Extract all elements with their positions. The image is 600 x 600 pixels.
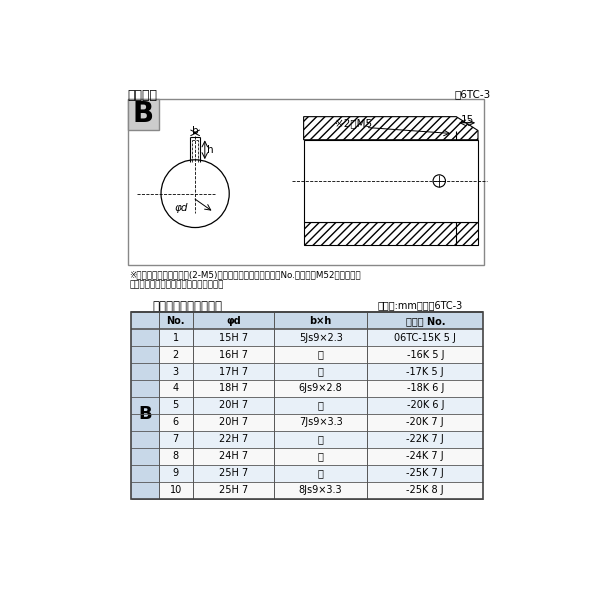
Text: 4: 4 xyxy=(173,383,179,394)
Text: b×h: b×h xyxy=(310,316,332,326)
Bar xyxy=(128,99,158,130)
Text: -22K 7 J: -22K 7 J xyxy=(406,434,444,444)
Text: B: B xyxy=(133,100,154,128)
Bar xyxy=(131,312,484,499)
Text: 7: 7 xyxy=(173,434,179,444)
Text: （単位:mm）　表6TC-3: （単位:mm） 表6TC-3 xyxy=(377,300,463,310)
Text: 〃: 〃 xyxy=(318,367,323,377)
Bar xyxy=(158,329,484,346)
Text: -24K 7 J: -24K 7 J xyxy=(406,451,444,461)
Text: 5: 5 xyxy=(173,400,179,410)
Text: -16K 5 J: -16K 5 J xyxy=(407,350,444,359)
Bar xyxy=(158,464,484,482)
Text: 6: 6 xyxy=(173,418,179,427)
Text: 1: 1 xyxy=(173,332,179,343)
Text: No.: No. xyxy=(167,316,185,326)
Bar xyxy=(158,380,484,397)
Text: 軸穴形状コード一覧表: 軸穴形状コード一覧表 xyxy=(152,300,223,313)
Text: 〃: 〃 xyxy=(318,468,323,478)
Bar xyxy=(158,482,484,499)
Text: B: B xyxy=(138,405,152,423)
Bar xyxy=(158,397,484,414)
Text: 15H 7: 15H 7 xyxy=(219,332,248,343)
Text: φd: φd xyxy=(226,316,241,326)
Text: 2: 2 xyxy=(173,350,179,359)
Text: 図6TC-3: 図6TC-3 xyxy=(455,89,491,99)
Text: 10: 10 xyxy=(170,485,182,495)
Text: 〃: 〃 xyxy=(318,434,323,444)
Bar xyxy=(131,312,159,499)
Text: 8Js9×3.3: 8Js9×3.3 xyxy=(299,485,343,495)
Text: 06TC-15K 5 J: 06TC-15K 5 J xyxy=(394,332,456,343)
Text: 20H 7: 20H 7 xyxy=(219,418,248,427)
Bar xyxy=(158,431,484,448)
Text: ※セットボルト用タップ(2-M5)が必要な場合は右記コードNo.の末尾にM52を付ける。: ※セットボルト用タップ(2-M5)が必要な場合は右記コードNo.の末尾にM52を… xyxy=(129,271,361,280)
Text: 3: 3 xyxy=(173,367,179,377)
Text: （セットボルトは付属されています。）: （セットボルトは付属されています。） xyxy=(129,281,224,290)
Text: -18K 6 J: -18K 6 J xyxy=(407,383,444,394)
Text: 24H 7: 24H 7 xyxy=(219,451,248,461)
Polygon shape xyxy=(304,222,478,245)
Bar xyxy=(158,346,484,363)
Text: 15: 15 xyxy=(461,115,474,125)
Bar xyxy=(158,312,484,329)
Text: 〃: 〃 xyxy=(318,451,323,461)
Bar xyxy=(158,414,484,431)
Text: -20K 6 J: -20K 6 J xyxy=(407,400,444,410)
Text: 18H 7: 18H 7 xyxy=(219,383,248,394)
Text: 25H 7: 25H 7 xyxy=(219,485,248,495)
Text: 6Js9×2.8: 6Js9×2.8 xyxy=(299,383,343,394)
Text: -25K 8 J: -25K 8 J xyxy=(406,485,444,495)
Text: -20K 7 J: -20K 7 J xyxy=(406,418,444,427)
Text: φd: φd xyxy=(175,203,188,213)
Text: 17H 7: 17H 7 xyxy=(219,367,248,377)
Text: ※2－M5: ※2－M5 xyxy=(335,118,372,128)
Text: コード No.: コード No. xyxy=(406,316,445,326)
Bar xyxy=(304,140,478,222)
Bar xyxy=(158,448,484,464)
Text: 9: 9 xyxy=(173,468,179,478)
Bar xyxy=(128,99,484,265)
Text: -17K 5 J: -17K 5 J xyxy=(406,367,444,377)
Text: 5Js9×2.3: 5Js9×2.3 xyxy=(299,332,343,343)
Text: 22H 7: 22H 7 xyxy=(219,434,248,444)
Polygon shape xyxy=(304,116,478,140)
Text: h: h xyxy=(207,145,214,155)
Text: 〃: 〃 xyxy=(318,350,323,359)
Text: 20H 7: 20H 7 xyxy=(219,400,248,410)
Text: 8: 8 xyxy=(173,451,179,461)
Text: 7Js9×3.3: 7Js9×3.3 xyxy=(299,418,343,427)
Text: 軸穴形状: 軸穴形状 xyxy=(128,89,158,102)
Text: 16H 7: 16H 7 xyxy=(219,350,248,359)
Bar xyxy=(158,363,484,380)
Text: -25K 7 J: -25K 7 J xyxy=(406,468,444,478)
Text: b: b xyxy=(192,126,199,136)
Text: 25H 7: 25H 7 xyxy=(219,468,248,478)
Text: 〃: 〃 xyxy=(318,400,323,410)
